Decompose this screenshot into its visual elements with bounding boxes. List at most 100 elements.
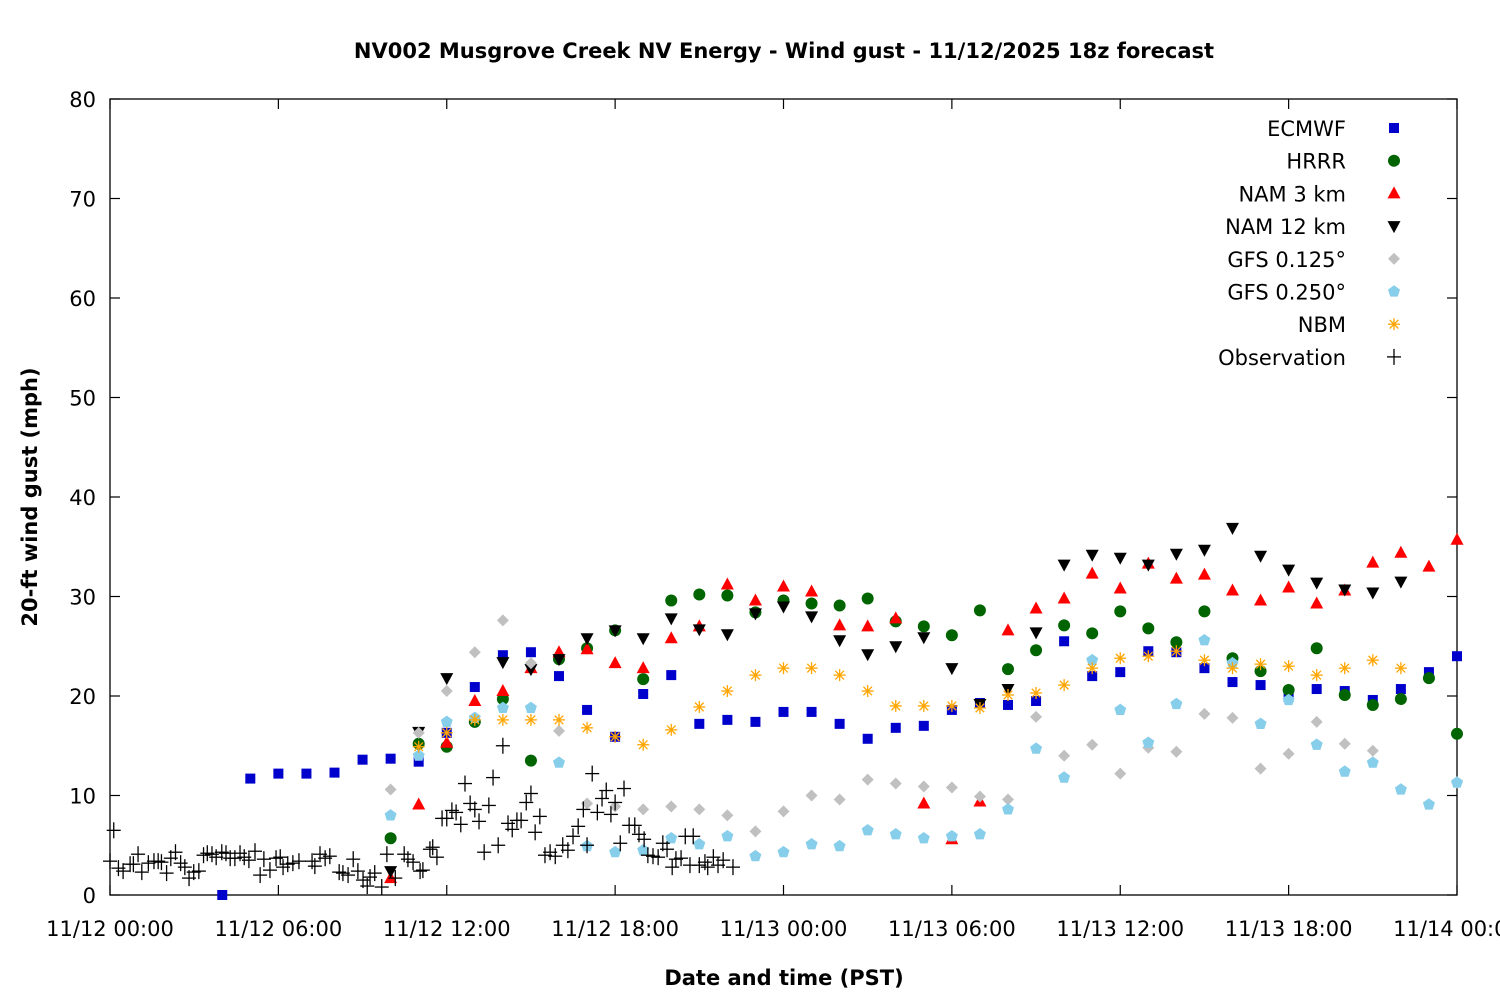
point-observation	[495, 737, 510, 754]
point-ecmwf	[1003, 699, 1013, 710]
point-observation	[429, 849, 444, 866]
x-tick-label: 11/14 00:00	[1393, 917, 1500, 941]
point-gfs-0-250	[973, 828, 986, 840]
point-observation	[486, 769, 501, 786]
point-nam-12-km	[1338, 584, 1352, 597]
point-nam-3-km	[636, 661, 650, 674]
point-observation	[151, 853, 166, 870]
point-ecmwf	[1452, 651, 1462, 662]
point-nam-12-km	[496, 657, 510, 670]
point-ecmwf	[273, 768, 284, 779]
point-nam-3-km	[720, 577, 734, 590]
point-nbm	[1394, 662, 1407, 675]
point-nam-12-km	[552, 654, 566, 667]
point-hrrr	[1030, 644, 1043, 657]
point-nam-3-km	[440, 735, 454, 748]
point-gfs-0-250	[637, 843, 650, 856]
point-nam-12-km	[664, 613, 678, 626]
point-gfs-0-250	[553, 756, 565, 768]
point-ecmwf	[413, 756, 424, 767]
point-nam-12-km	[1394, 576, 1408, 589]
chart-title: NV002 Musgrove Creek NV Energy - Wind gu…	[354, 39, 1214, 63]
legend-marker	[1388, 154, 1400, 167]
x-tick-label: 11/12 00:00	[46, 917, 174, 941]
point-observation	[379, 846, 394, 863]
point-nbm	[1002, 689, 1014, 702]
point-nam-12-km	[1366, 587, 1380, 600]
point-nam-12-km	[1141, 559, 1155, 572]
point-ecmwf	[469, 682, 480, 693]
point-gfs-0-250	[1170, 697, 1183, 710]
point-nam-12-km	[1310, 577, 1324, 590]
point-nbm	[1142, 650, 1155, 663]
data-marks	[103, 522, 1464, 900]
point-observation	[692, 857, 707, 874]
point-observation	[322, 848, 337, 865]
point-nbm	[1226, 662, 1239, 675]
point-nam-12-km	[833, 635, 847, 648]
point-nbm	[412, 740, 425, 753]
point-gfs-0-250	[609, 845, 622, 858]
point-observation	[413, 863, 428, 880]
x-tick-label: 11/12 12:00	[383, 917, 511, 941]
point-gfs-0-250	[1366, 756, 1379, 768]
point-nbm	[581, 721, 594, 734]
point-nam-12-km	[777, 601, 790, 614]
point-observation	[603, 806, 618, 823]
point-observation	[253, 867, 268, 884]
point-observation	[453, 816, 468, 833]
point-observation	[131, 846, 146, 863]
point-observation	[700, 859, 715, 876]
point-observation	[273, 849, 288, 866]
point-hrrr	[861, 592, 874, 605]
point-observation	[651, 849, 666, 866]
y-tick-label: 50	[69, 387, 96, 411]
legend: ECMWF HRRR NAM 3 km NAM 12 km GFS 0.125° GFS …	[1218, 117, 1401, 370]
point-observation	[141, 855, 156, 872]
point-hrrr	[1002, 663, 1014, 676]
point-observation	[491, 837, 506, 854]
point-nam-3-km	[1197, 567, 1211, 580]
point-observation	[585, 765, 600, 782]
legend-label: GFS 0.125°	[1227, 248, 1346, 272]
point-ecmwf	[554, 671, 564, 682]
point-nam-3-km	[1085, 566, 1099, 579]
point-hrrr	[833, 599, 846, 612]
point-observation	[519, 794, 534, 811]
point-gfs-0-250	[1254, 717, 1267, 729]
point-ecmwf	[1227, 677, 1238, 688]
point-hrrr	[917, 620, 930, 633]
point-hrrr	[524, 754, 537, 767]
point-nam-3-km	[1001, 623, 1015, 636]
point-nbm	[1254, 658, 1267, 671]
point-hrrr	[1394, 692, 1407, 705]
point-observation	[262, 862, 277, 879]
point-ecmwf	[694, 718, 705, 729]
point-ecmwf	[525, 647, 536, 658]
point-hrrr	[1114, 605, 1127, 618]
point-hrrr	[1198, 605, 1211, 618]
point-hrrr	[1310, 642, 1323, 655]
point-observation	[406, 854, 421, 871]
point-nam-12-km	[384, 866, 398, 879]
point-observation	[425, 839, 440, 856]
point-nam-3-km	[664, 631, 678, 644]
point-gfs-0-125	[721, 809, 734, 822]
point-nam-3-km	[1422, 559, 1436, 572]
point-ecmwf	[1087, 671, 1098, 682]
point-nam-3-km	[468, 693, 482, 706]
point-gfs-0-125	[637, 803, 650, 816]
legend-marker	[1388, 252, 1400, 265]
point-nam-3-km	[1310, 596, 1324, 609]
point-observation	[449, 804, 464, 821]
point-hrrr	[945, 629, 958, 642]
point-hrrr	[1086, 627, 1099, 640]
point-observation	[595, 790, 610, 807]
point-ecmwf	[638, 689, 649, 700]
point-nam-3-km	[889, 611, 903, 624]
point-ecmwf	[217, 890, 228, 900]
point-observation	[617, 780, 632, 797]
point-hrrr	[1058, 619, 1071, 632]
point-ecmwf	[245, 773, 256, 784]
y-tick-label: 80	[69, 88, 96, 112]
